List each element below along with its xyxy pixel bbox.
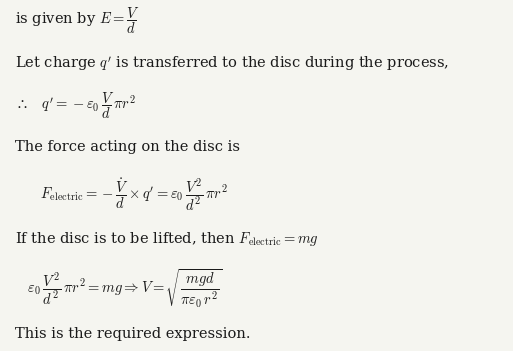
Text: If the disc is to be lifted, then $F_{\rm electric} = mg$: If the disc is to be lifted, then $F_{\r… <box>15 230 319 249</box>
Text: $\quad \varepsilon_0\,\dfrac{V^2}{d^2}\,\pi r^2 = mg \Rightarrow V = \sqrt{\dfra: $\quad \varepsilon_0\,\dfrac{V^2}{d^2}\,… <box>15 267 223 310</box>
Text: This is the required expression.: This is the required expression. <box>15 327 251 341</box>
Text: Let charge $q'$ is transferred to the disc during the process,: Let charge $q'$ is transferred to the di… <box>15 54 449 73</box>
Text: is given by $E = \dfrac{V}{d}$: is given by $E = \dfrac{V}{d}$ <box>15 6 140 37</box>
Text: The force acting on the disc is: The force acting on the disc is <box>15 140 241 154</box>
Text: $\qquad F_{\rm electric} = -\dfrac{\dot{V}}{d} \times q' = \varepsilon_0\,\dfrac: $\qquad F_{\rm electric} = -\dfrac{\dot{… <box>15 177 228 213</box>
Text: $\therefore \quad q' = -\varepsilon_0\,\dfrac{V}{d}\,\pi r^2$: $\therefore \quad q' = -\varepsilon_0\,\… <box>15 90 136 121</box>
